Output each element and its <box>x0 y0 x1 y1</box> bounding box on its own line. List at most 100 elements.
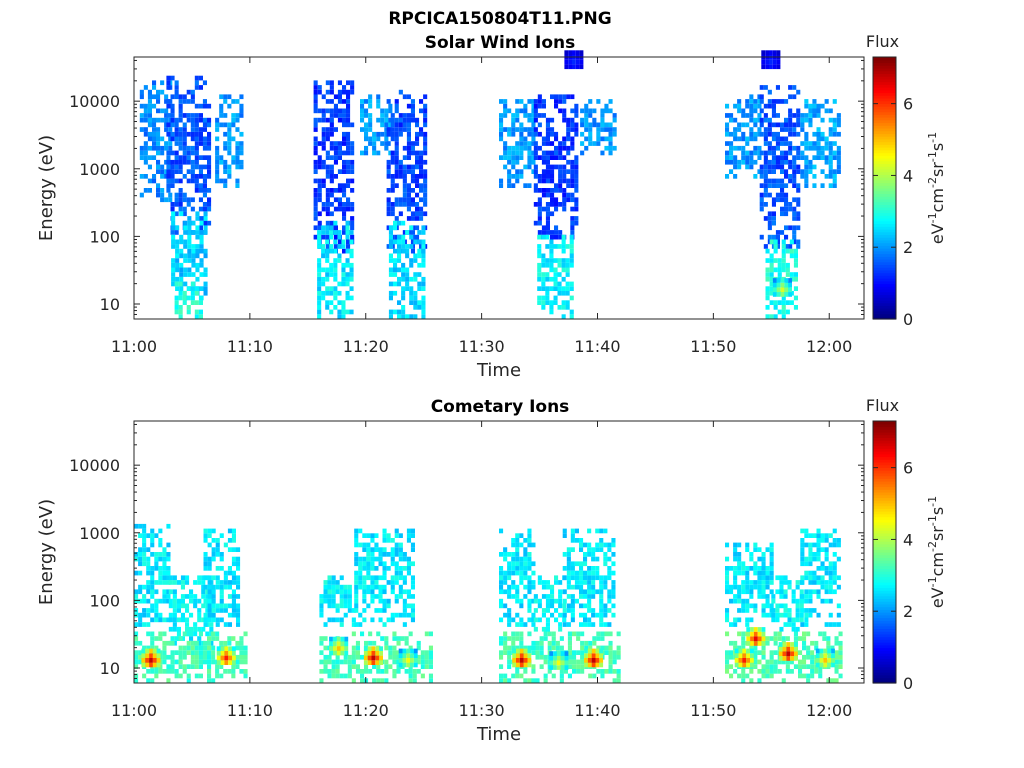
heatmap-cell <box>198 314 203 319</box>
heatmap-cell <box>402 598 407 604</box>
heatmap-cell <box>198 309 203 315</box>
heatmap-cell <box>584 127 589 132</box>
heatmap-cell <box>138 612 143 618</box>
heatmap-cell <box>570 584 575 590</box>
heatmap-cell <box>337 244 342 249</box>
heatmap-cell <box>775 197 780 203</box>
heatmap-cell <box>231 603 236 609</box>
heatmap-cell <box>178 192 183 198</box>
heatmap-cell <box>175 267 180 273</box>
heatmap-hotspot <box>753 631 758 637</box>
heatmap-cell <box>527 145 532 151</box>
heatmap-cell <box>156 145 161 151</box>
heatmap-cell <box>541 594 546 599</box>
heatmap-cell <box>519 155 524 160</box>
heatmap-cell <box>725 155 730 160</box>
heatmap-cell <box>374 608 379 613</box>
heatmap-cell <box>199 286 204 291</box>
heatmap-cell <box>333 305 338 310</box>
heatmap-cell <box>570 566 575 571</box>
heatmap-cell <box>816 612 821 618</box>
heatmap-cell <box>808 122 813 128</box>
heatmap-cell <box>416 669 421 674</box>
heatmap-cell <box>215 174 220 179</box>
heatmap-cell <box>584 113 589 118</box>
heatmap-cell <box>370 598 375 604</box>
heatmap-cell <box>800 141 805 146</box>
heatmap-cell <box>417 305 422 310</box>
heatmap-cell <box>767 103 772 109</box>
heatmap-cell <box>211 654 216 660</box>
heatmap-cell <box>749 678 754 683</box>
heatmap-cell <box>236 594 241 599</box>
heatmap-hotspot <box>516 658 520 663</box>
heatmap-cell <box>519 141 524 146</box>
heatmap-cell <box>393 272 398 277</box>
heatmap-cell <box>830 645 835 651</box>
heatmap-cell <box>796 244 801 249</box>
heatmap-cell <box>561 267 566 273</box>
heatmap-cell <box>415 174 420 179</box>
heatmap-cell <box>171 276 176 282</box>
heatmap-cell <box>333 159 338 165</box>
heatmap-hotspot <box>794 642 798 647</box>
heatmap-cell <box>515 141 520 146</box>
heatmap-cell <box>172 575 177 581</box>
heatmap-hotspot <box>516 648 520 654</box>
heatmap-cell <box>178 202 183 207</box>
heatmap-cell <box>186 89 191 95</box>
heatmap-cell <box>368 113 373 118</box>
colorbar-band <box>873 155 896 159</box>
heatmap-cell <box>166 552 171 557</box>
colorbar-band <box>873 617 896 621</box>
heatmap-cell <box>392 673 397 679</box>
heatmap-cell <box>147 188 152 193</box>
heatmap-cell <box>239 640 244 646</box>
heatmap-cell <box>390 211 395 217</box>
heatmap-cell <box>346 108 351 114</box>
heatmap-cell <box>398 547 403 552</box>
heatmap-cell <box>753 654 758 660</box>
heatmap-cell <box>207 650 212 655</box>
heatmap-cell <box>333 197 338 203</box>
heatmap-cell <box>350 150 355 156</box>
heatmap-cell <box>337 234 342 240</box>
heatmap-hotspot <box>553 651 557 656</box>
heatmap-cell <box>558 155 563 160</box>
heatmap-hotspot <box>784 278 789 283</box>
heatmap-cell <box>219 159 224 165</box>
heatmap-cell <box>591 622 596 627</box>
heatmap-cell <box>195 248 200 254</box>
heatmap-cell <box>838 645 843 651</box>
heatmap-cell <box>171 216 176 221</box>
heatmap-cell <box>507 584 512 590</box>
heatmap-cell <box>333 206 338 212</box>
heatmap-cell <box>152 122 157 128</box>
heatmap-cell <box>588 122 593 128</box>
heatmap-cell <box>354 580 359 585</box>
heatmap-cell <box>834 636 839 641</box>
heatmap-cell <box>372 678 377 683</box>
heatmap-cell <box>354 594 359 599</box>
heatmap-cell <box>313 94 318 100</box>
heatmap-hotspot <box>549 655 554 661</box>
heatmap-cell <box>527 150 532 156</box>
colorbar-band <box>873 582 896 586</box>
heatmap-cell <box>235 183 240 188</box>
heatmap-cell <box>499 575 504 581</box>
heatmap-cell <box>519 169 524 174</box>
heatmap-cell <box>729 650 734 655</box>
heatmap-cell <box>765 659 770 665</box>
colorbar-band <box>873 313 896 317</box>
heatmap-cell <box>223 141 228 146</box>
heatmap-cell <box>824 533 829 538</box>
heatmap-cell <box>223 575 228 581</box>
heatmap-cell <box>545 178 550 184</box>
heatmap-cell <box>343 612 348 618</box>
heatmap-cell <box>527 603 532 609</box>
heatmap-cell <box>239 159 244 165</box>
heatmap-cell <box>408 645 413 651</box>
heatmap-cell <box>410 542 415 548</box>
heatmap-hotspot <box>556 655 561 661</box>
heatmap-cell <box>773 659 778 665</box>
